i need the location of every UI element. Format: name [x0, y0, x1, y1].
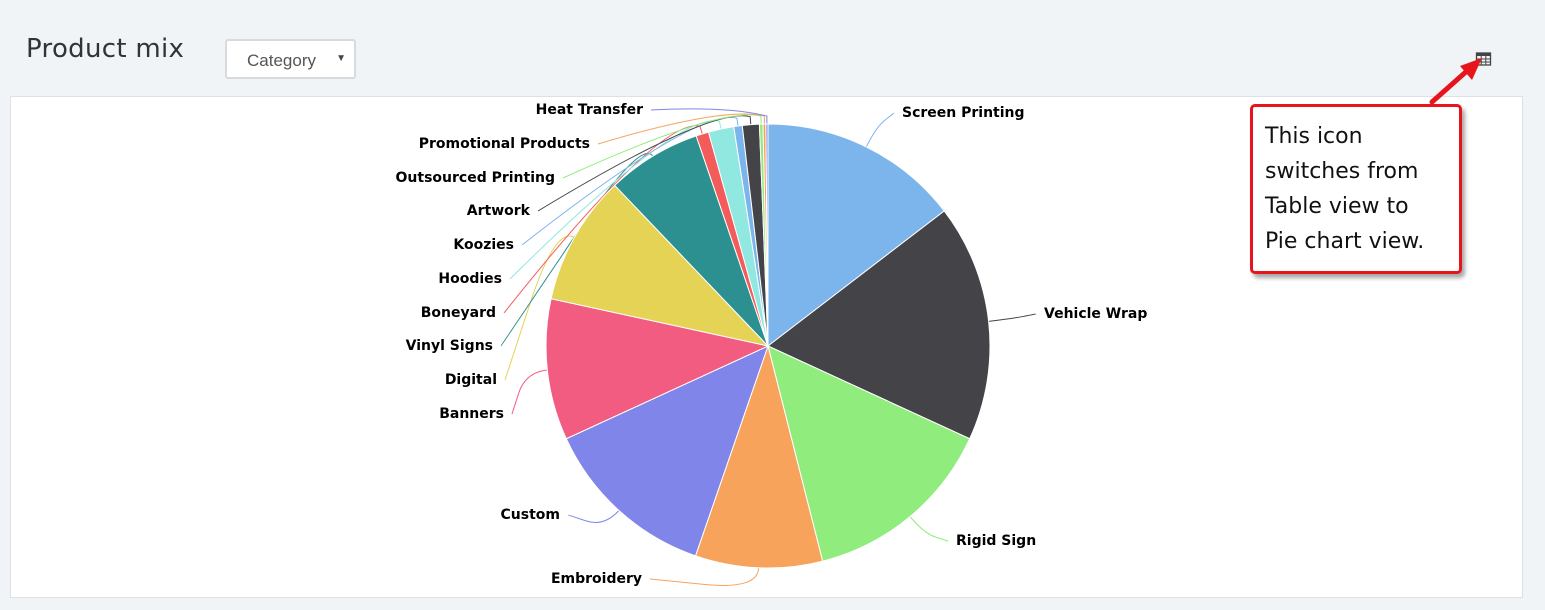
slice-label: Artwork — [467, 203, 531, 219]
slice-label: Heat Transfer — [536, 102, 643, 118]
slice-label: Banners — [439, 406, 504, 422]
pie-slice-heat-transfer[interactable] — [765, 123, 769, 347]
slice-label: Rigid Sign — [956, 533, 1036, 549]
slice-label: Screen Printing — [902, 105, 1025, 121]
pie-slice-vehicle-wrap[interactable] — [767, 210, 991, 440]
connector-line — [650, 108, 768, 125]
pie-slice-screen-printing[interactable] — [767, 123, 945, 348]
connector-line — [537, 115, 752, 212]
connector-line — [909, 516, 949, 542]
connector-line — [597, 113, 765, 145]
table-icon[interactable] — [1475, 51, 1493, 67]
slice-label: Embroidery — [551, 571, 642, 587]
connector-line — [562, 114, 762, 179]
pie-slice-rigid-sign[interactable] — [767, 345, 971, 562]
slice-label: Custom — [501, 507, 560, 523]
connector-line — [500, 152, 654, 347]
connector-line — [649, 567, 760, 586]
pie-chart: Screen Printing Vehicle Wrap Rigid Sign Emb… — [396, 102, 1148, 587]
slice-label: Koozies — [453, 237, 514, 253]
slice-label: Vehicle Wrap — [1044, 306, 1147, 322]
category-dropdown[interactable]: Category ▼ — [225, 39, 356, 79]
connector-line — [865, 112, 895, 148]
slice-label: Promotional Products — [419, 136, 590, 152]
slice-label: Vinyl Signs — [406, 338, 493, 354]
pie-slice-embroidery[interactable] — [694, 344, 824, 569]
pie-slice-digital[interactable] — [550, 184, 770, 347]
slice-label: Digital — [445, 372, 497, 388]
chevron-down-icon: ▼ — [336, 53, 346, 64]
page-title: Product mix — [26, 34, 185, 64]
connector-line — [567, 510, 620, 523]
slice-label: Hoodies — [438, 271, 502, 287]
annotation-arrow — [1429, 58, 1482, 105]
slice-label: Outsourced Printing — [396, 170, 555, 186]
pie-slice-custom[interactable] — [565, 345, 769, 557]
chart-panel: Screen Printing Vehicle Wrap Rigid Sign Emb… — [10, 96, 1523, 598]
dropdown-selected-value: Category — [247, 51, 316, 70]
slice-label: Boneyard — [421, 305, 496, 321]
connector-line — [988, 313, 1037, 322]
annotation-callout: This icon switches from Table view to Pi… — [1250, 104, 1462, 274]
connector-line — [511, 369, 548, 415]
pie-slice-banners[interactable] — [545, 298, 770, 440]
